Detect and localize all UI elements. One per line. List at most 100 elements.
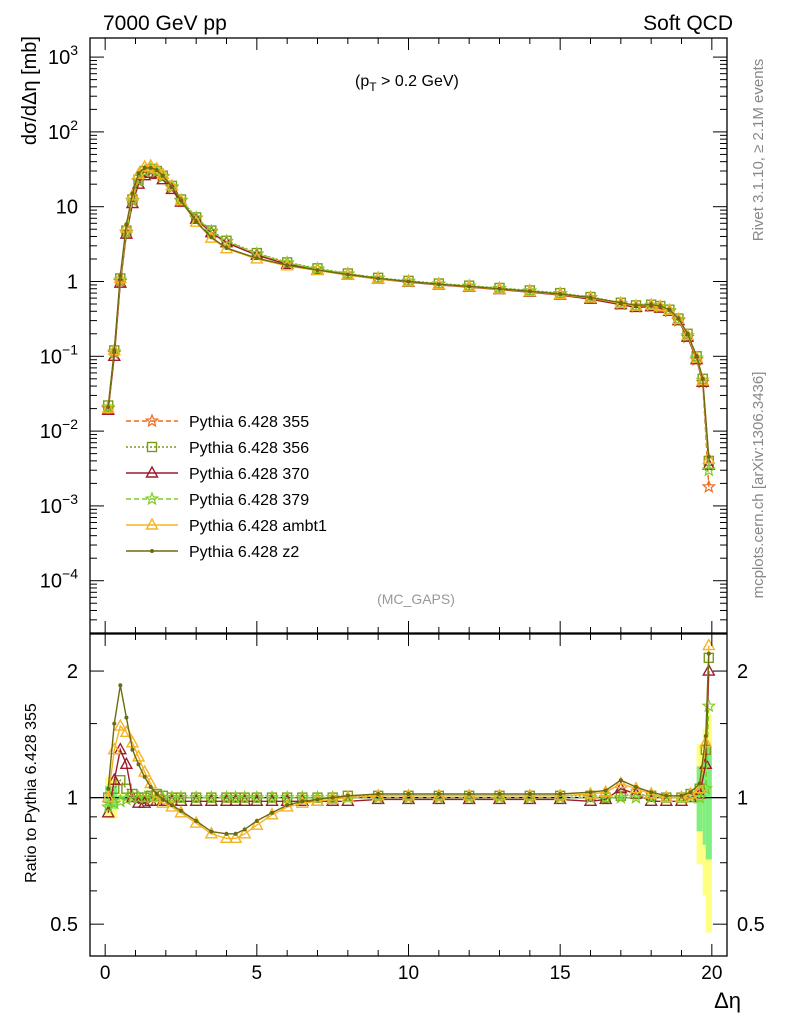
ratio-band-green <box>696 766 703 832</box>
main-point-z2 <box>179 198 183 203</box>
ratio-series-ambt1 <box>101 638 716 844</box>
ratio-point-ambt1 <box>228 830 243 844</box>
ratio-point-s379 <box>264 789 280 804</box>
ratio-y-tick-label-right: 1 <box>737 788 748 810</box>
main-point-ambt1 <box>119 220 134 233</box>
ratio-point-s379 <box>325 789 340 804</box>
ratio-point-z2 <box>376 791 381 796</box>
ratio-point-z2 <box>224 831 229 836</box>
rivet-label: Rivet 3.1.10, ≥ 2.1M events <box>750 59 767 242</box>
main-point-z2 <box>667 307 672 312</box>
main-point-s379 <box>431 276 447 291</box>
ratio-point-s379 <box>113 793 128 808</box>
legend-label: Pythia 6.428 370 <box>189 466 309 483</box>
legend-item-s370: Pythia 6.428 370 <box>126 465 309 483</box>
main-point-s379 <box>671 312 686 326</box>
main-point-z2 <box>376 276 381 281</box>
main-point-z2 <box>106 405 111 410</box>
ratio-y-tick-label-left: 0.5 <box>50 914 78 936</box>
main-y-tick-label: 10 <box>56 197 78 219</box>
ratio-point-ambt1 <box>401 788 416 801</box>
main-point-z2 <box>315 268 320 273</box>
main-point-z2 <box>700 376 705 381</box>
ratio-point-z2 <box>603 788 608 793</box>
main-point-s379 <box>401 273 416 288</box>
main-point-z2 <box>706 455 711 460</box>
main-point-z2 <box>169 184 174 189</box>
main-point-z2 <box>618 300 623 305</box>
main-point-z2 <box>436 282 441 287</box>
main-point-z2 <box>160 173 165 178</box>
main-point-ambt1 <box>174 193 188 206</box>
ratio-point-ambt1 <box>156 795 170 808</box>
ratio-point-z2 <box>467 791 472 796</box>
main-y-tick-label: 103 <box>48 42 78 69</box>
ratio-point-ambt1 <box>174 805 188 818</box>
header-right: Soft QCD <box>643 12 733 35</box>
main-y-tick-label: 102 <box>48 117 78 144</box>
ratio-point-z2 <box>527 791 532 796</box>
main-point-z2 <box>224 246 229 251</box>
ratio-point-z2 <box>148 784 153 789</box>
ratio-point-s379 <box>628 789 644 804</box>
main-point-z2 <box>676 316 681 321</box>
main-point-s379 <box>173 192 189 207</box>
ratio-point-ambt1 <box>674 790 689 803</box>
ratio-point-z2 <box>179 808 183 813</box>
ratio-point-z2 <box>209 829 214 834</box>
ratio-point-z2 <box>106 786 111 791</box>
ratio-point-z2 <box>406 791 411 796</box>
ratio-point-z2 <box>703 734 708 739</box>
ratio-point-z2 <box>315 797 320 802</box>
main-point-ambt1 <box>165 178 179 191</box>
cut-label: (pT > 0.2 GeV) <box>355 73 459 94</box>
legend-label: Pythia 6.428 z2 <box>189 544 299 561</box>
main-point-z2 <box>154 167 159 172</box>
main-point-z2 <box>136 171 141 176</box>
main-point-ambt1 <box>219 241 234 254</box>
ratio-point-ambt1 <box>238 826 252 839</box>
ratio-point-s370 <box>702 663 716 676</box>
ratio-point-z2 <box>124 715 129 720</box>
ratio-point-z2 <box>688 790 693 795</box>
main-point-z2 <box>406 279 411 284</box>
main-point-s379 <box>522 283 538 298</box>
ratio-point-s370 <box>683 790 698 803</box>
legend-label: Pythia 6.428 ambt1 <box>189 518 327 535</box>
ratio-point-z2 <box>649 790 654 795</box>
ratio-point-ambt1 <box>553 788 567 801</box>
main-point-z2 <box>124 222 129 227</box>
main-point-ambt1 <box>662 303 677 316</box>
ratio-band-green <box>705 747 712 860</box>
ratio-point-ambt1 <box>165 799 179 812</box>
ratio-point-ambt1 <box>101 790 115 803</box>
main-point-z2 <box>112 348 117 353</box>
header-left: 7000 GeV pp <box>103 12 227 35</box>
ratio-point-z2 <box>270 810 274 815</box>
ratio-point-ambt1 <box>113 718 128 731</box>
ratio-y-tick-label-left: 1 <box>67 788 78 810</box>
ratio-point-s379 <box>701 698 717 713</box>
ratio-point-ambt1 <box>462 788 476 801</box>
ratio-point-z2 <box>330 795 335 800</box>
main-point-ambt1 <box>143 158 158 171</box>
legend-marker <box>145 517 159 530</box>
ratio-point-z2 <box>706 651 711 656</box>
main-point-z2 <box>345 272 350 277</box>
main-point-s355 <box>701 479 717 494</box>
main-point-s379 <box>643 297 659 312</box>
main-point-ambt1 <box>189 214 203 227</box>
main-point-ambt1 <box>689 350 704 363</box>
main-point-s379 <box>370 270 386 285</box>
ratio-point-s379 <box>119 791 134 806</box>
main-y-tick-label: 1 <box>67 272 78 294</box>
main-point-s379 <box>552 285 568 300</box>
ratio-point-ambt1 <box>219 830 234 844</box>
main-point-z2 <box>285 263 290 268</box>
ratio-point-ambt1 <box>432 788 446 801</box>
main-point-z2 <box>649 302 654 307</box>
legend-marker <box>144 413 160 428</box>
ratio-point-z2 <box>112 721 117 726</box>
main-point-z2 <box>497 286 502 291</box>
